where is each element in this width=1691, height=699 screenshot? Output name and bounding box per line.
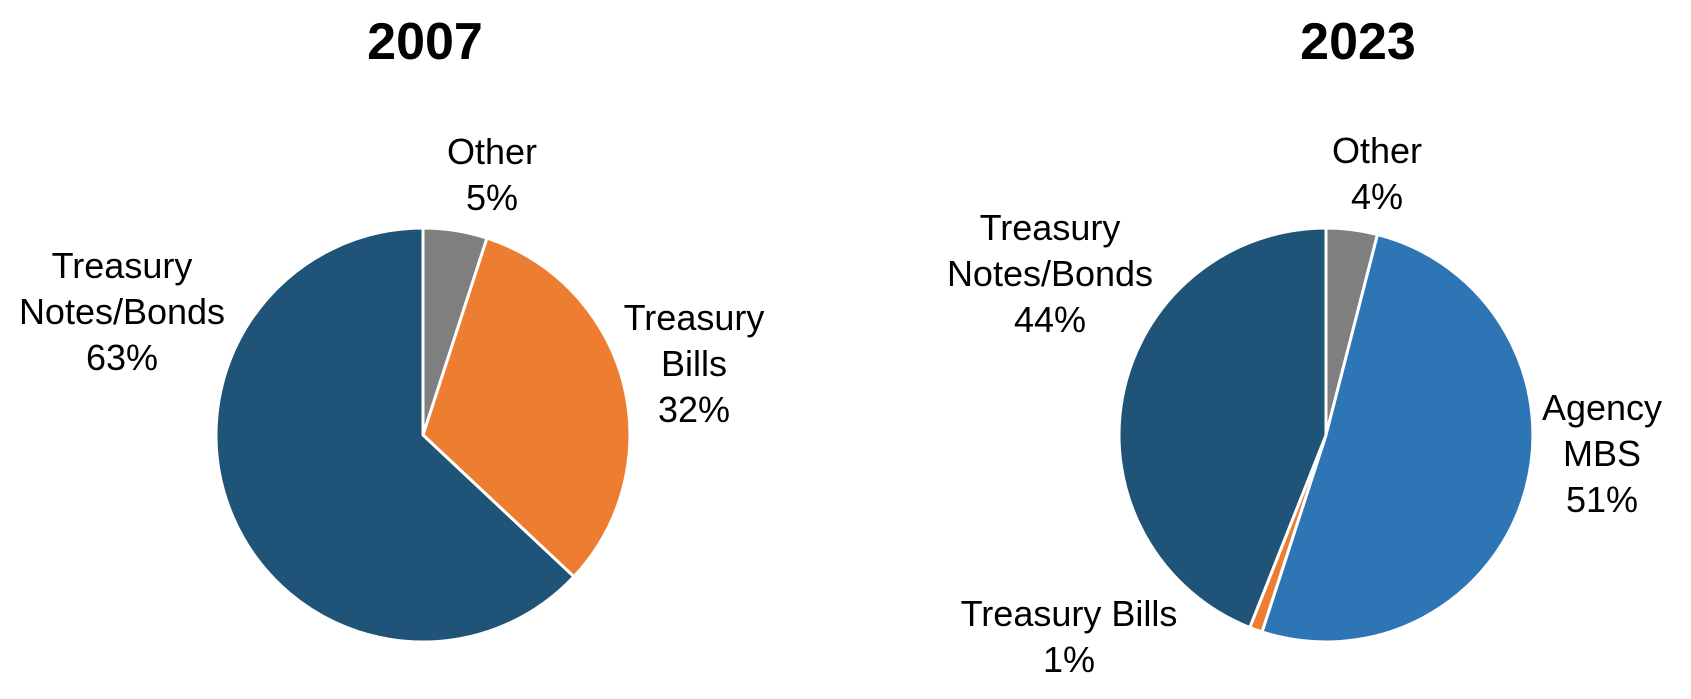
- callout-2007-treasury-bills: Treasury Bills 32%: [624, 295, 765, 433]
- chart-title-2023: 2023: [1300, 13, 1416, 71]
- callout-2023-treasury-bills: Treasury Bills 1%: [961, 591, 1178, 683]
- callout-line: 44%: [1013, 299, 1087, 340]
- callout-2023-treasury-notes-bonds: Treasury Notes/Bonds 44%: [947, 205, 1153, 343]
- callout-line: 32%: [657, 389, 731, 430]
- callout-2007-treasury-notes-bonds: Treasury Notes/Bonds 63%: [19, 243, 225, 381]
- pie-slice-agency-mbs: [1260, 233, 1535, 644]
- pie-slice-treasury-notes-bonds: [214, 226, 576, 644]
- callout-line: 1%: [1042, 639, 1096, 680]
- callout-line: Notes/Bonds: [946, 253, 1154, 294]
- callout-line: Treasury: [979, 207, 1121, 248]
- callout-line: Bills: [660, 343, 728, 384]
- chart-title-2007: 2007: [367, 13, 483, 71]
- callout-2023-other: Other 4%: [1332, 128, 1422, 220]
- callout-line: Treasury Bills: [960, 593, 1178, 634]
- callout-line: Treasury: [51, 245, 193, 286]
- callout-line: 51%: [1565, 479, 1639, 520]
- callout-line: Other: [446, 131, 538, 172]
- pie-chart-2023: [1117, 226, 1535, 644]
- callout-line: Treasury: [623, 297, 765, 338]
- callout-line: 4%: [1350, 176, 1404, 217]
- callout-2023-agency-mbs: Agency MBS 51%: [1542, 385, 1662, 523]
- pie-slice-treasury-notes-bonds: [1117, 226, 1328, 629]
- callout-line: 63%: [85, 337, 159, 378]
- pie-chart-2007: [214, 226, 632, 644]
- pie-slice-treasury-bills: [421, 236, 632, 579]
- callout-line: Notes/Bonds: [18, 291, 226, 332]
- callout-line: Other: [1331, 130, 1423, 171]
- callout-2007-other: Other 5%: [447, 129, 537, 221]
- callout-line: Agency: [1541, 387, 1663, 428]
- callout-line: 5%: [465, 177, 519, 218]
- callout-line: MBS: [1562, 433, 1642, 474]
